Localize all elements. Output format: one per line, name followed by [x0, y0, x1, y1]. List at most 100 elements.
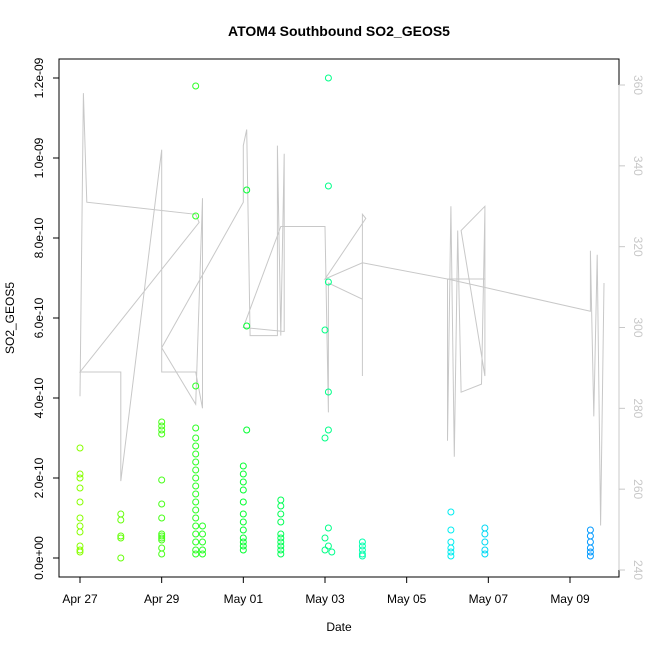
data-point [277, 530, 285, 538]
data-point [76, 528, 84, 536]
data-point [192, 450, 200, 458]
data-point [324, 426, 332, 434]
x-tick-label: Apr 29 [144, 592, 180, 606]
x-tick-label: May 09 [550, 592, 590, 606]
data-point [192, 434, 200, 442]
data-point [158, 426, 166, 434]
data-point [192, 458, 200, 466]
data-point [192, 466, 200, 474]
y2-tick-label: 240 [631, 560, 645, 580]
y-tick-label: 6.0e-10 [32, 297, 46, 338]
y-tick-label: 2.0e-10 [32, 457, 46, 498]
data-point [358, 552, 366, 560]
data-point [239, 470, 247, 478]
data-point [192, 506, 200, 514]
data-point [324, 74, 332, 82]
data-point [239, 518, 247, 526]
data-point [586, 544, 594, 552]
y2-tick-label: 360 [631, 75, 645, 95]
data-point [586, 548, 594, 556]
data-point [192, 522, 200, 530]
data-point [321, 326, 329, 334]
data-point [192, 212, 200, 220]
data-point [321, 534, 329, 542]
data-point [324, 278, 332, 286]
data-point [277, 538, 285, 546]
data-point [481, 550, 489, 558]
data-point [447, 508, 455, 516]
data-point [239, 510, 247, 518]
data-point [447, 548, 455, 556]
data-point [117, 534, 125, 542]
y-tick-label: 0.0e+00 [32, 536, 46, 580]
data-point [199, 538, 206, 546]
y-axis: 0.0e+00 2.0e-10 4.0e-10 6.0e-10 8.0e-10 1.0e-… [32, 57, 60, 580]
data-point [192, 530, 200, 538]
data-point [76, 498, 84, 506]
data-point [192, 498, 200, 506]
data-point [76, 514, 84, 522]
data-point [239, 498, 247, 506]
points-layer [76, 74, 594, 562]
data-point [199, 550, 206, 558]
data-point [277, 518, 285, 526]
data-point [199, 530, 206, 538]
data-point [192, 82, 200, 90]
data-point [192, 424, 200, 432]
chart-title: ATOM4 Southbound SO2_GEOS5 [228, 23, 450, 39]
data-point [239, 542, 247, 550]
data-point [239, 534, 247, 542]
x-tick-label: May 03 [305, 592, 345, 606]
data-point [192, 482, 200, 490]
data-point [192, 474, 200, 482]
line-layer [78, 93, 605, 526]
data-point [158, 430, 166, 438]
data-point [321, 434, 329, 442]
data-point [158, 550, 166, 558]
data-point [447, 552, 455, 560]
y2-tick-label: 280 [631, 398, 645, 418]
data-point [192, 550, 200, 558]
data-point [481, 546, 489, 554]
data-point [277, 510, 285, 518]
y-axis-title: SO2_GEOS5 [3, 282, 17, 354]
data-point [586, 552, 594, 560]
data-point [158, 514, 166, 522]
data-point [158, 422, 166, 430]
data-point [117, 554, 125, 562]
data-point [277, 502, 285, 510]
data-point [158, 536, 166, 544]
data-point [158, 476, 166, 484]
x-tick-label: May 05 [387, 592, 427, 606]
data-point [358, 542, 366, 550]
data-point [239, 486, 247, 494]
data-point [239, 462, 247, 470]
data-point [192, 442, 200, 450]
data-point [158, 418, 166, 426]
data-point [324, 388, 332, 396]
data-point [199, 546, 206, 554]
data-point [243, 186, 251, 194]
data-point [239, 478, 247, 486]
data-point [117, 516, 125, 524]
data-point [158, 500, 166, 508]
data-point [199, 522, 206, 530]
y-tick-label: 1.0e-09 [32, 137, 46, 178]
data-point [158, 534, 166, 542]
y-tick-label: 4.0e-10 [32, 377, 46, 418]
data-point [447, 544, 455, 552]
data-point [277, 546, 285, 554]
data-point [158, 532, 166, 540]
data-point [324, 524, 332, 532]
data-point [481, 538, 489, 546]
x-tick-label: May 07 [469, 592, 509, 606]
data-point [192, 514, 200, 522]
y2-tick-label: 300 [631, 317, 645, 337]
data-point [328, 548, 336, 556]
y-tick-label: 8.0e-10 [32, 217, 46, 258]
y-tick-label: 1.2e-09 [32, 57, 46, 98]
data-point [76, 444, 84, 452]
data-point [277, 534, 285, 542]
data-point [277, 542, 285, 550]
